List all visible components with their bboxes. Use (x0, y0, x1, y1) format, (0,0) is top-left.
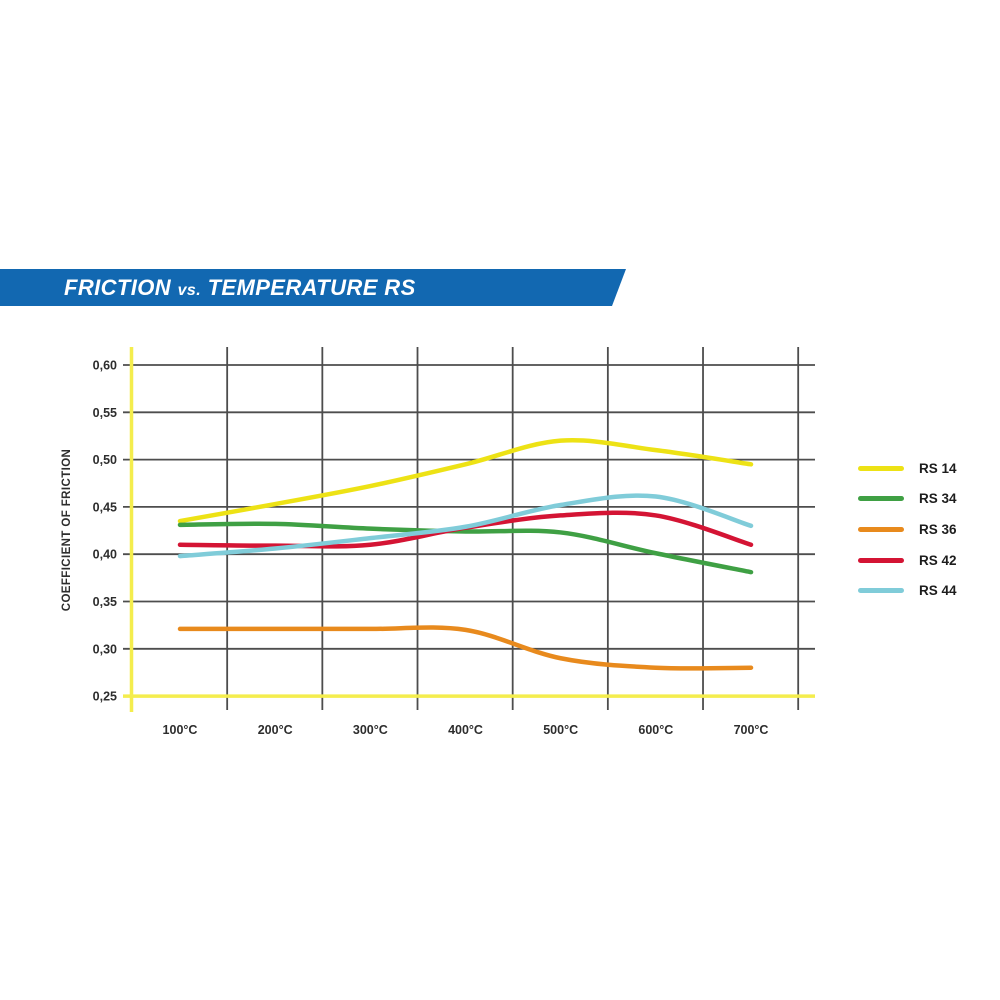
x-tick-label: 700°C (734, 723, 769, 737)
y-tick-label: 0,40 (93, 548, 117, 562)
x-tick-label: 100°C (163, 723, 198, 737)
legend-swatch (858, 588, 904, 594)
legend-swatch (858, 557, 904, 563)
title-banner: FRICTION vs. TEMPERATURE RS (0, 269, 626, 306)
x-tick-label: 200°C (258, 723, 293, 737)
legend-label: RS 14 (919, 460, 957, 476)
title-word-vs: vs. (177, 281, 202, 299)
legend-item: RS 34 (858, 484, 957, 515)
series-line-rs-14 (177, 438, 754, 524)
x-tick-label: 600°C (638, 723, 673, 737)
legend-item: RS 42 (858, 545, 957, 576)
x-tick-label: 300°C (353, 723, 388, 737)
y-tick-label: 0,35 (93, 595, 117, 609)
chart-legend: RS 14 RS 34 RS 36 RS 42 RS 44 (858, 453, 957, 606)
legend-swatch (858, 496, 904, 502)
y-tick-label: 0,55 (93, 406, 117, 420)
legend-label: RS 34 (919, 491, 957, 507)
y-tick-label: 0,30 (93, 642, 117, 656)
legend-swatch (858, 526, 904, 532)
y-tick-label: 0,60 (93, 359, 117, 373)
legend-item: RS 14 (858, 453, 957, 484)
series-line-rs-42 (177, 510, 754, 549)
legend-label: RS 36 (919, 521, 957, 537)
series-line-rs-36 (177, 625, 754, 671)
x-tick-label: 500°C (543, 723, 578, 737)
legend-swatch (858, 465, 904, 471)
y-axis-title: COEFFICIENT OF FRICTION (61, 449, 73, 612)
legend-label: RS 42 (919, 552, 957, 568)
y-tick-label: 0,45 (93, 500, 117, 514)
page-title: FRICTION vs. TEMPERATURE RS (0, 275, 416, 301)
x-tick-label: 400°C (448, 723, 483, 737)
series-line-rs-44 (177, 493, 754, 559)
title-word-temperature-rs: TEMPERATURE RS (207, 274, 416, 300)
y-tick-label: 0,25 (93, 690, 117, 704)
legend-item: RS 44 (858, 575, 957, 606)
friction-temperature-chart: 0,60 0,55 0,50 0,45 0,40 0,35 0,30 0,25 100°C 200… (61, 347, 815, 737)
legend-item: RS 36 (858, 514, 957, 545)
legend-label: RS 44 (919, 583, 957, 599)
y-tick-label: 0,50 (93, 453, 117, 467)
series-line-rs-34 (177, 521, 754, 575)
title-word-friction: FRICTION (64, 274, 172, 300)
